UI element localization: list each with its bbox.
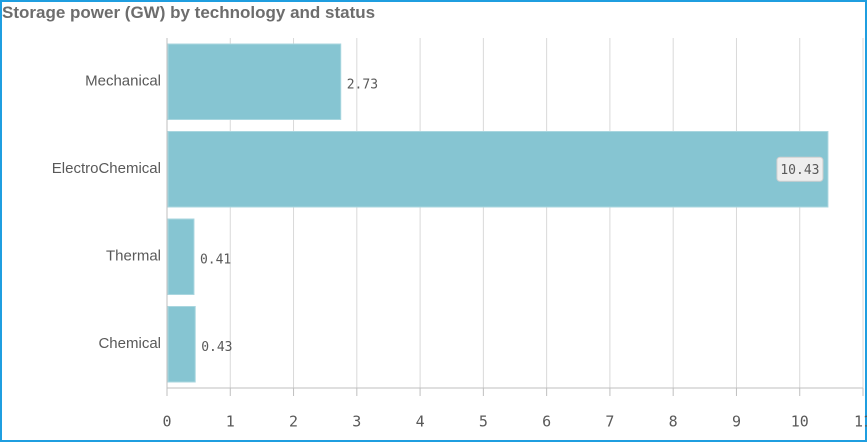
value-label-bg [776, 156, 824, 182]
chart-title: Storage power (GW) by technology and sta… [2, 3, 375, 22]
value-label: 10.43 [780, 163, 819, 178]
x-tick-label: 7 [605, 413, 614, 431]
category-label: Mechanical [85, 73, 161, 90]
category-label: ElectroChemical [52, 160, 161, 177]
category-label: Chemical [98, 335, 161, 352]
bar [167, 43, 342, 120]
bar [167, 306, 196, 383]
x-tick-label: 2 [289, 413, 298, 431]
x-tick-label: 6 [542, 413, 551, 431]
value-label-group: 10.43 [776, 156, 824, 182]
value-label: 2.73 [347, 77, 378, 92]
bar [167, 218, 195, 295]
value-label: 0.43 [201, 340, 232, 355]
x-tick-label: 11 [854, 413, 867, 431]
x-tick-label: 10 [791, 413, 809, 431]
bar [167, 131, 829, 208]
x-tick-label: 5 [479, 413, 488, 431]
value-label: 0.41 [200, 252, 231, 267]
x-tick-label: 9 [732, 413, 741, 431]
category-label: Thermal [106, 248, 161, 265]
x-tick-label: 4 [416, 413, 425, 431]
x-tick-label: 3 [352, 413, 361, 431]
x-tick-label: 8 [669, 413, 678, 431]
x-tick-label: 0 [162, 413, 171, 431]
x-tick-label: 1 [226, 413, 235, 431]
